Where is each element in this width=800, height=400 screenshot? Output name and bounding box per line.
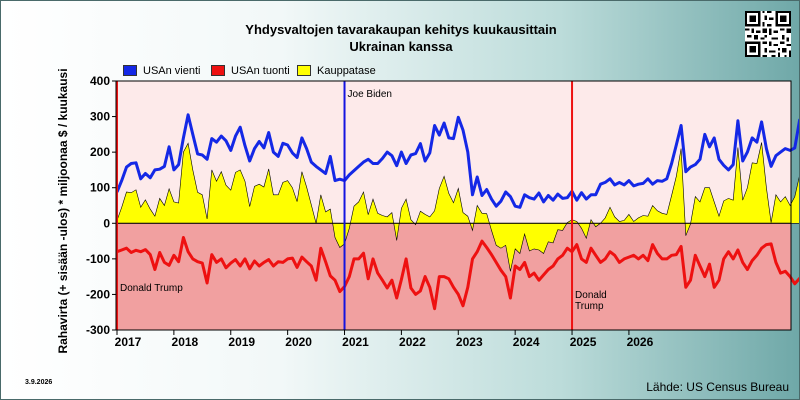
chart-subtitle: Ukrainan kanssa <box>349 39 453 54</box>
y-tick-label: 100 <box>90 181 110 195</box>
y-tick-label: -200 <box>86 287 110 301</box>
x-tick-label: 2025 <box>570 335 597 349</box>
annotation-label: Joe Biden <box>348 89 392 100</box>
series-area-kauppatase <box>116 142 799 272</box>
y-tick-label: -100 <box>86 252 110 266</box>
series-line-vienti <box>115 113 799 209</box>
legend-label: USAn tuonti <box>231 65 290 77</box>
legend-swatch-red <box>211 65 225 76</box>
y-tick-label: 300 <box>90 110 110 124</box>
y-tick-label: 200 <box>90 145 110 159</box>
annotation-label: Donald Trump <box>575 290 607 312</box>
legend-swatch-blue <box>123 65 137 76</box>
x-tick-label: 2022 <box>399 335 426 349</box>
x-tick-label: 2021 <box>342 335 369 349</box>
negative-band <box>116 223 791 330</box>
x-tick-label: 2017 <box>115 335 142 349</box>
legend-label: USAn vienti <box>143 65 201 77</box>
date-label: 3.9.2026 <box>25 379 53 386</box>
x-tick-label: 2023 <box>456 335 483 349</box>
chart-title: Yhdysvaltojen tavarakaupan kehitys kuuka… <box>245 22 557 37</box>
y-tick-label: -300 <box>86 323 110 337</box>
x-tick-label: 2018 <box>172 335 199 349</box>
x-tick-label: 2020 <box>285 335 312 349</box>
legend-label: Kauppatase <box>317 65 376 77</box>
plot-frame <box>115 80 792 331</box>
source-label: Lähde: US Census Bureau <box>646 380 789 394</box>
y-tick-label: 0 <box>103 216 110 230</box>
annotation-label: Donald Trump <box>120 283 183 294</box>
y-tick-label: 400 <box>90 74 110 88</box>
x-tick-label: 2019 <box>228 335 255 349</box>
x-tick-label: 2024 <box>513 335 540 349</box>
legend-swatch-yellow <box>297 65 311 76</box>
x-tick-label: 2026 <box>627 335 654 349</box>
qr-code-icon <box>745 11 791 57</box>
series-line-tuonti <box>116 236 799 311</box>
